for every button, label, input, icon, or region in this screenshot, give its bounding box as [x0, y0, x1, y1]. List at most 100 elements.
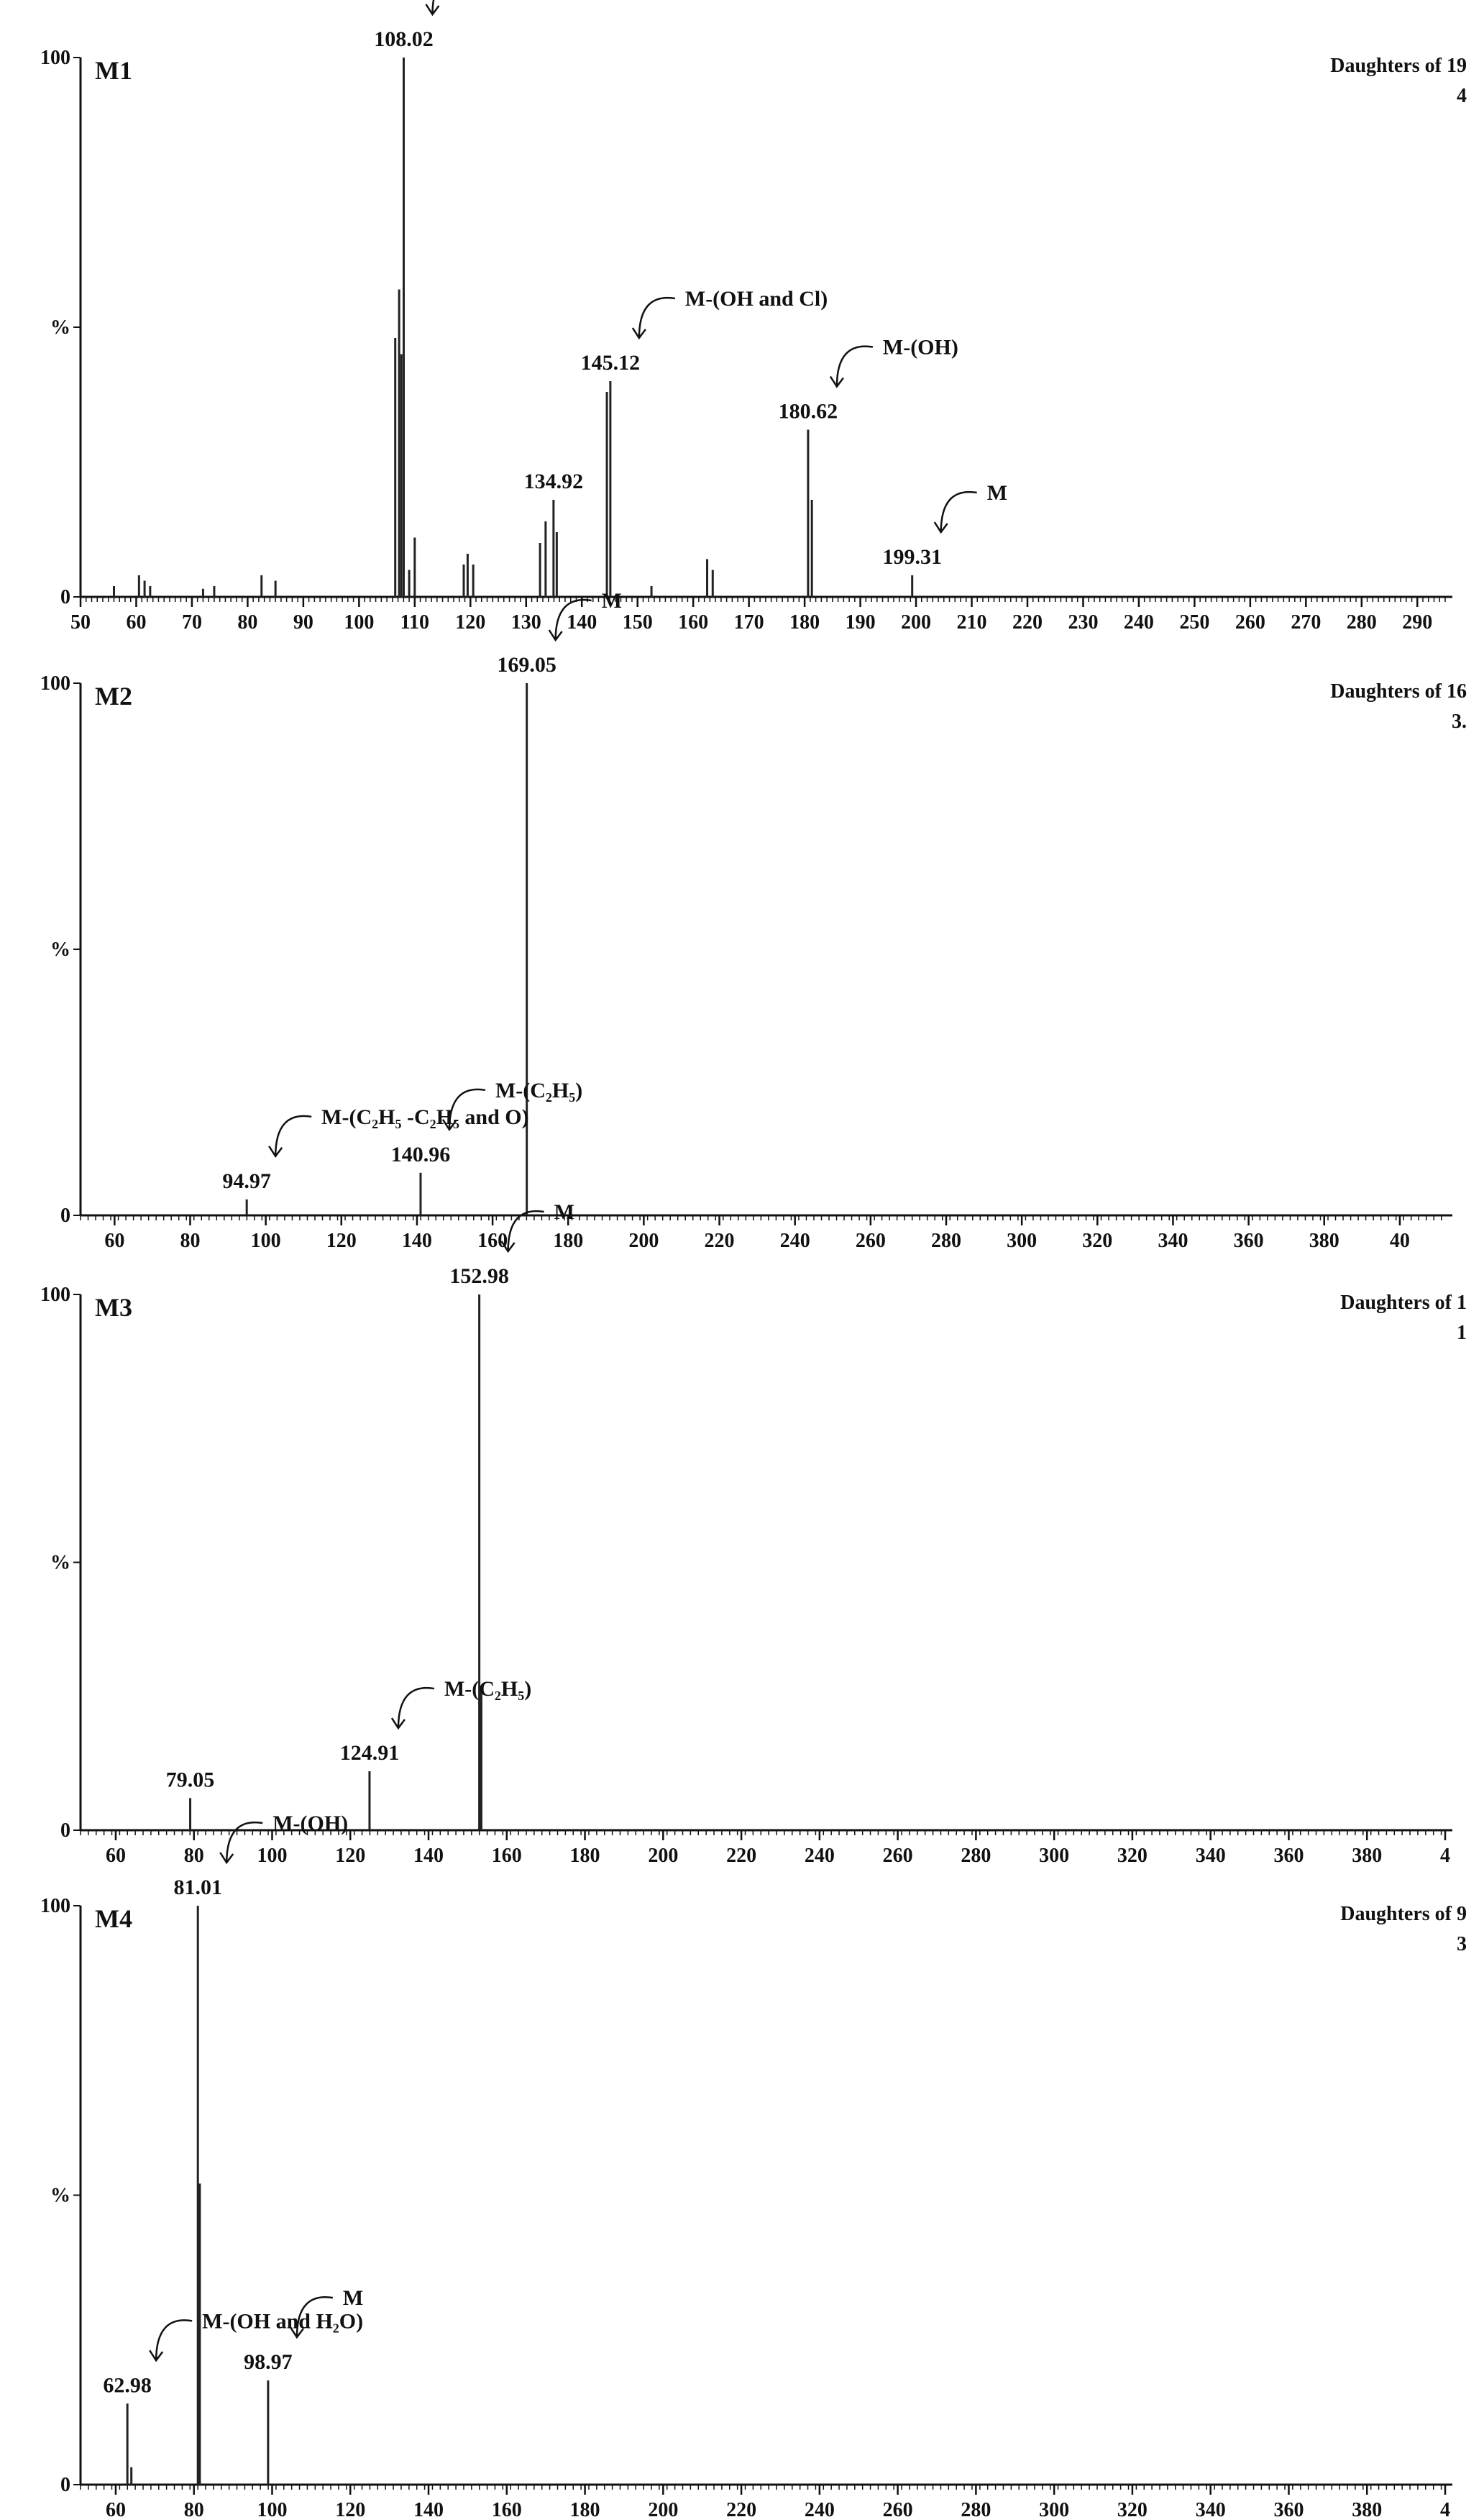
x-tick-label: 300	[1039, 2499, 1069, 2517]
x-tick-label: 160	[477, 1230, 508, 1252]
x-tick-label: 120	[335, 2499, 365, 2517]
x-tick-label: 220	[705, 1230, 735, 1252]
x-tick-label: 120	[455, 611, 485, 634]
annotation-arrow	[940, 490, 977, 533]
peak-value-label: 152.98	[449, 1264, 509, 1288]
x-tick-label: 120	[326, 1230, 357, 1252]
x-tick-label: 240	[805, 1845, 835, 1867]
x-tick-label: 100	[257, 1845, 287, 1867]
x-tick-label: 300	[1007, 1230, 1037, 1252]
daughters-header: Daughters of 1	[1340, 1292, 1467, 1314]
annotation-arrow	[274, 1115, 312, 1156]
annotation-label: M-(OH)	[883, 336, 958, 360]
peak-value-label: 124.91	[340, 1741, 400, 1765]
x-tick-label: 40	[1390, 1230, 1410, 1252]
x-tick-label: 240	[1124, 611, 1154, 634]
x-tick-label: 380	[1309, 1230, 1339, 1252]
x-tick-label: 340	[1158, 1230, 1188, 1252]
annotation-arrow	[296, 2296, 334, 2338]
x-tick-label: 220	[726, 2499, 756, 2517]
x-tick-label: 340	[1196, 1845, 1226, 1867]
x-tick-label: 380	[1352, 2499, 1382, 2517]
y-tick-label: 100	[40, 47, 70, 69]
x-tick-label: 100	[344, 611, 374, 634]
peak-value-label: 81.01	[173, 1876, 222, 1899]
x-tick-label: 80	[184, 1845, 204, 1867]
annotation-arrowhead	[390, 1717, 406, 1730]
peak-value-label: 145.12	[581, 351, 641, 375]
x-tick-label: 190	[846, 611, 876, 634]
annotation-label: M-(OH and Cl)	[685, 287, 828, 311]
y-tick-label: %	[50, 938, 70, 961]
peak-value-label: 94.97	[222, 1169, 271, 1193]
annotation-arrowhead	[219, 1852, 234, 1865]
x-tick-label: 60	[104, 1230, 124, 1252]
x-tick-label: 380	[1352, 1845, 1382, 1867]
x-tick-label: 60	[106, 2499, 126, 2517]
x-tick-label: 360	[1273, 2499, 1304, 2517]
peak-value-label: 134.92	[524, 470, 584, 493]
daughters-header: Daughters of 19	[1330, 55, 1467, 77]
annotation-arrow	[155, 2319, 193, 2361]
x-tick-label: 170	[734, 611, 764, 634]
x-tick-label: 200	[648, 2499, 678, 2517]
x-tick-label: 320	[1082, 1230, 1112, 1252]
x-tick-label: 240	[780, 1230, 810, 1252]
x-tick-label: 60	[126, 611, 146, 634]
y-tick-label: 100	[40, 1895, 70, 1917]
daughters-subheader: 3.	[1452, 711, 1467, 733]
annotation-arrowhead	[548, 629, 563, 642]
annotation-arrow	[397, 1686, 435, 1729]
x-tick-label: 280	[961, 1845, 991, 1867]
annotation-label: M-(OH and H₂O)	[202, 2309, 363, 2333]
annotation-arrowhead	[425, 4, 440, 17]
y-tick-label: 100	[40, 1284, 70, 1306]
annotation-arrowhead	[933, 521, 948, 534]
x-tick-label: 220	[1012, 611, 1043, 634]
x-tick-label: 160	[678, 611, 708, 634]
x-tick-label: 260	[883, 1845, 913, 1867]
annotation-arrow	[431, 0, 435, 15]
x-tick-label: 360	[1273, 1845, 1304, 1867]
annotation-label: M-(C₂H₅ -C₂H₅ and O)	[321, 1105, 528, 1129]
x-tick-label: 260	[856, 1230, 886, 1252]
x-tick-label: 80	[184, 2499, 204, 2517]
x-tick-label: 180	[570, 1845, 600, 1867]
y-tick-label: 0	[60, 2474, 70, 2496]
x-tick-label: 200	[628, 1230, 659, 1252]
annotation-arrowhead	[829, 375, 844, 388]
peak-value-label: 199.31	[882, 545, 942, 569]
annotation-arrow	[448, 1088, 486, 1130]
x-tick-label: 90	[293, 611, 313, 634]
daughters-subheader: 3	[1457, 1933, 1467, 1955]
x-tick-label: 50	[70, 611, 91, 634]
panel-label: M2	[95, 682, 132, 711]
y-tick-label: %	[50, 1552, 70, 1574]
x-tick-label: 110	[400, 611, 429, 634]
x-tick-label: 100	[257, 2499, 287, 2517]
x-tick-label: 60	[106, 1845, 126, 1867]
x-tick-label: 340	[1196, 2499, 1226, 2517]
x-tick-label: 4	[1440, 1845, 1450, 1867]
x-tick-label: 200	[901, 611, 931, 634]
x-tick-label: 360	[1234, 1230, 1264, 1252]
x-tick-label: 260	[1235, 611, 1265, 634]
annotation-arrow	[638, 296, 676, 339]
panel-label: M4	[95, 1904, 132, 1933]
x-tick-label: 240	[805, 2499, 835, 2517]
x-tick-label: 130	[511, 611, 541, 634]
peak-value-label: 169.05	[497, 653, 556, 677]
x-tick-label: 260	[883, 2499, 913, 2517]
annotation-label: M-(OH)	[272, 1812, 348, 1835]
y-tick-label: 0	[60, 1819, 70, 1842]
annotation-label: M	[602, 589, 622, 613]
x-tick-label: 140	[413, 2499, 444, 2517]
x-tick-label: 220	[726, 1845, 756, 1867]
y-tick-label: %	[50, 316, 70, 339]
x-tick-label: 180	[570, 2499, 600, 2517]
peak-value-label: 79.05	[166, 1768, 215, 1791]
x-tick-label: 100	[251, 1230, 281, 1252]
x-tick-label: 180	[789, 611, 820, 634]
x-tick-label: 150	[623, 611, 653, 634]
